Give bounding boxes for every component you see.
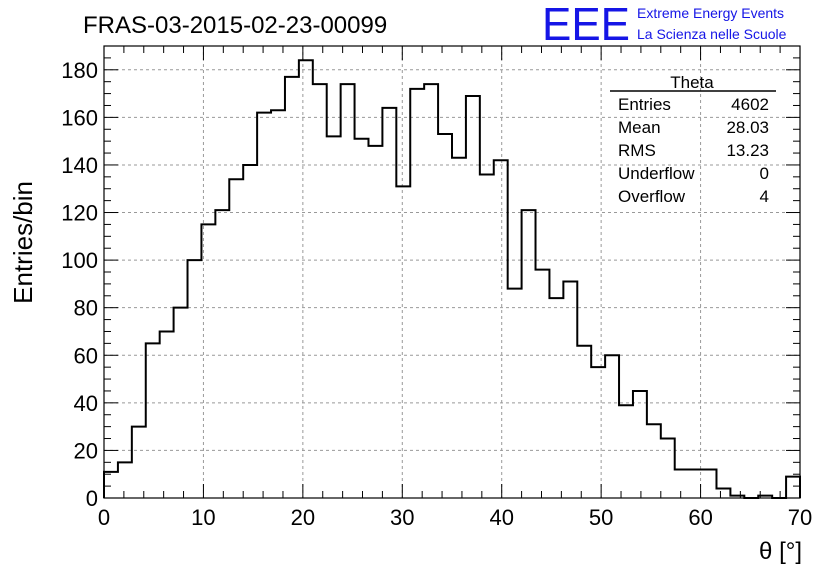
plot-frame [103,45,801,499]
stats-label-rms: RMS [618,141,656,160]
x-tick-label: 0 [98,505,110,530]
x-tick-label: 60 [688,505,712,530]
y-tick-label: 20 [74,438,98,463]
logo-line2: La Scienza nelle Scuole [637,26,787,42]
axis-ticks [103,45,801,499]
stats-label-underflow: Underflow [618,164,695,183]
grid [104,46,800,498]
x-tick-label: 20 [291,505,315,530]
stats-label-mean: Mean [618,118,661,137]
y-tick-label: 80 [74,296,98,321]
y-tick-label: 100 [61,248,98,273]
y-tick-label: 180 [61,58,98,83]
histogram-outline [103,59,801,499]
x-tick-label: 40 [489,505,513,530]
x-tick-label: 50 [589,505,613,530]
stats-value-entries: 4602 [731,95,769,114]
x-tick-label: 10 [191,505,215,530]
stats-box: Theta Entries 4602 Mean 28.03 RMS 13.23 … [610,73,776,206]
stats-value-rms: 13.23 [726,141,769,160]
stats-label-overflow: Overflow [618,187,686,206]
x-tick-label: 30 [390,505,414,530]
eee-logo: EEE Extreme Energy Events La Scienza nel… [542,0,787,50]
stats-label-entries: Entries [618,95,671,114]
x-axis-label: θ [°] [759,538,802,565]
y-tick-label: 120 [61,201,98,226]
y-tick-label: 140 [61,153,98,178]
stats-value-mean: 28.03 [726,118,769,137]
y-tick-label: 60 [74,343,98,368]
stats-title: Theta [670,73,714,92]
run-title: FRAS-03-2015-02-23-00099 [83,12,387,39]
logo-mark: EEE [542,0,630,50]
stats-value-overflow: 4 [760,187,769,206]
logo-line1: Extreme Energy Events [637,5,784,21]
y-tick-label: 0 [86,486,98,511]
y-tick-label: 40 [74,391,98,416]
y-tick-label: 160 [61,105,98,130]
stats-value-underflow: 0 [760,164,769,183]
x-tick-label: 70 [788,505,812,530]
y-axis-label: Entries/bin [8,181,38,304]
